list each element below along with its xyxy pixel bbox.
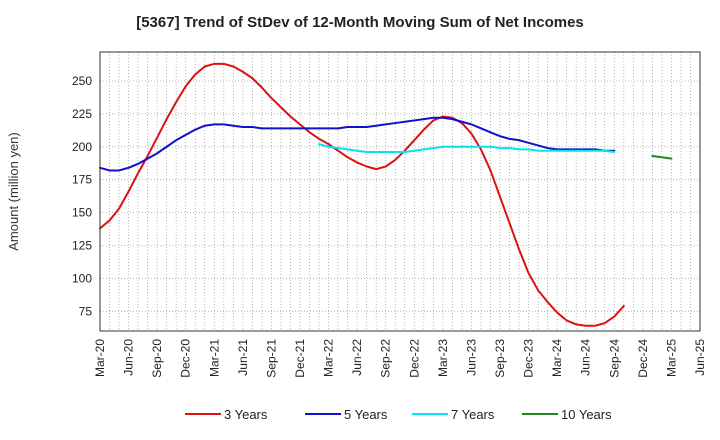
y-tick-labels: 75 100 125 150 175 200 225 250	[72, 74, 92, 318]
x-tick-label: Jun-23	[464, 339, 478, 376]
y-tick-label: 100	[72, 271, 92, 285]
x-tick-label: Mar-23	[436, 339, 450, 377]
series-line-5-years	[99, 116, 616, 172]
x-tick-label: Sep-20	[150, 339, 164, 378]
x-tick-label: Sep-23	[493, 339, 507, 378]
x-tick-label: Mar-25	[664, 339, 678, 377]
y-axis-label: Amount (million yen)	[6, 132, 21, 251]
x-tick-label: Mar-21	[207, 339, 221, 377]
y-tick-label: 125	[72, 238, 92, 252]
x-tick-label: Jun-21	[236, 339, 250, 376]
legend-label: 10 Years	[561, 407, 612, 422]
series-line-10-years	[651, 154, 673, 160]
x-tick-label: Dec-24	[636, 339, 650, 378]
x-tick-label: Jun-22	[350, 339, 364, 376]
y-tick-label: 75	[79, 304, 93, 318]
x-tick-label: Mar-20	[93, 339, 107, 377]
y-tick-label: 250	[72, 74, 92, 88]
x-tick-label: Mar-22	[322, 339, 336, 377]
x-tick-label: Sep-22	[379, 339, 393, 378]
x-tick-label: Dec-22	[407, 339, 421, 378]
legend: 3 Years 5 Years 7 Years 10 Years	[185, 407, 612, 422]
x-tick-label: Dec-20	[179, 339, 193, 378]
series-line-7-years	[318, 143, 616, 154]
y-tick-label: 150	[72, 206, 92, 220]
x-tick-label: Mar-24	[550, 339, 564, 377]
series-line-3-years	[99, 62, 625, 327]
x-tick-label: Jun-24	[579, 339, 593, 376]
x-tick-label: Dec-21	[293, 339, 307, 378]
x-tick-label: Jun-20	[122, 339, 136, 376]
x-tick-labels: Mar-20 Jun-20 Sep-20 Dec-20 Mar-21 Jun-21 Sep-…	[93, 339, 707, 378]
legend-label: 3 Years	[224, 407, 268, 422]
x-tick-label: Sep-24	[607, 339, 621, 378]
y-tick-label: 175	[72, 173, 92, 187]
y-tick-label: 225	[72, 107, 92, 121]
x-tick-label: Jun-25	[693, 339, 707, 376]
plot-frame	[99, 51, 701, 332]
grid	[99, 52, 701, 331]
legend-label: 5 Years	[344, 407, 388, 422]
y-tick-label: 200	[72, 140, 92, 154]
legend-label: 7 Years	[451, 407, 495, 422]
chart-title: [5367] Trend of StDev of 12-Month Moving…	[136, 14, 584, 31]
x-tick-label: Dec-23	[522, 339, 536, 378]
series-lines	[99, 62, 673, 327]
x-tick-label: Sep-21	[264, 339, 278, 378]
